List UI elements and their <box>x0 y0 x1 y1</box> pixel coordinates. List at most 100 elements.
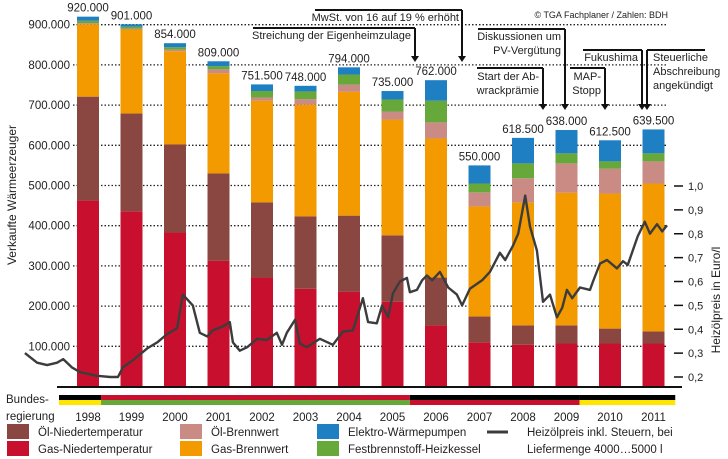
bar-segment <box>294 288 317 387</box>
government-label: Bundes- <box>6 394 49 406</box>
bar-segment <box>599 161 621 169</box>
oil-price-line <box>24 194 668 379</box>
x-tick-label: 2010 <box>597 412 623 424</box>
bar-segment <box>294 99 317 105</box>
bar-segment <box>425 100 447 123</box>
bar-segment <box>294 216 317 289</box>
bar-segment <box>164 47 186 50</box>
event-annotations: MwSt. von 16 auf 19 % erhöht Streichung d… <box>252 9 720 110</box>
y-tick-label: 300.000 <box>28 261 70 273</box>
annotation-text: MwSt. von 16 auf 19 % erhöht <box>312 12 459 24</box>
bar-segment <box>512 325 534 345</box>
bar-segment <box>338 91 360 216</box>
x-tick-label: 2011 <box>641 412 666 424</box>
bar-segment <box>555 130 578 154</box>
bar-segment <box>425 122 447 139</box>
legend-swatch <box>180 424 202 439</box>
bar-segment <box>164 43 186 48</box>
bar-segment <box>251 84 273 92</box>
y-tick-label: 100.000 <box>28 341 70 353</box>
bar-segment <box>77 24 99 97</box>
bar-segment <box>338 215 360 292</box>
y-tick-label: 700.000 <box>28 100 70 112</box>
annotation-text: PV-Vergütung <box>493 45 561 57</box>
bar-segment <box>381 99 404 112</box>
y-tick-label: 500.000 <box>28 181 70 193</box>
bar-segment <box>77 200 99 387</box>
bar-segment <box>642 129 665 154</box>
bar-total-label: 748.000 <box>285 72 327 84</box>
bar-segment <box>512 202 534 326</box>
legend-label: Festbrennstoff-Heizkessel <box>348 444 481 456</box>
legend-label: Öl-Niedertemperatur <box>38 427 143 439</box>
government-period-bottom <box>59 400 102 405</box>
y2-tick-label: 0,2 <box>688 372 703 384</box>
government-period-top <box>59 395 102 400</box>
bar-segment <box>468 342 491 387</box>
bar-segment <box>120 113 143 212</box>
bar-total-label: 638.000 <box>546 116 588 128</box>
x-tick-label: 2004 <box>336 412 362 424</box>
y2-tick-label: 0,3 <box>688 348 703 360</box>
bar-total-label: 612.500 <box>589 126 631 138</box>
y2-tick-label: 0,5 <box>688 300 703 312</box>
bar-segment <box>338 84 360 92</box>
x-tick-label: 2006 <box>423 412 449 424</box>
bar-total-label: 920.000 <box>67 3 109 15</box>
bar-segment <box>77 20 99 24</box>
y2-tick-label: 0,9 <box>688 205 703 217</box>
x-tick-label: 2005 <box>380 412 406 424</box>
x-tick-label: 2008 <box>510 412 536 424</box>
bar-segment <box>207 73 230 174</box>
y2-tick-label: 0,7 <box>688 253 703 265</box>
x-tick-label: 2002 <box>249 412 275 424</box>
oil-price-series <box>24 194 668 379</box>
bar-segment <box>468 206 491 317</box>
bar-segment <box>294 85 317 92</box>
stacked-bars <box>77 16 665 387</box>
bar-segment <box>468 316 491 343</box>
government-period-bottom <box>101 400 410 405</box>
bar-segment <box>381 111 404 120</box>
bar-segment <box>555 343 578 387</box>
bar-segment <box>77 96 99 201</box>
legend-label: Öl-Brennwert <box>211 427 280 439</box>
bar-segment <box>555 325 578 344</box>
bar-segment <box>381 301 404 387</box>
x-tick-label: 1999 <box>119 412 145 424</box>
bar-segment <box>120 24 143 27</box>
bar-total-label: 854.000 <box>154 29 196 41</box>
bar-segment <box>468 183 491 193</box>
bar-segment <box>642 331 665 344</box>
bar-segment <box>251 277 273 387</box>
bar-segment <box>207 61 230 67</box>
bar-segment <box>294 104 317 217</box>
legend-swatch <box>7 424 29 439</box>
bar-segment <box>512 344 534 387</box>
bar-total-label: 639.500 <box>633 115 675 127</box>
annotation-text: Start der Ab- <box>477 71 539 83</box>
bar-segment <box>251 97 273 101</box>
y-axis-right: 0,2 0,3 0,4 0,5 0,6 0,7 0,8 0,9 1,0 <box>674 181 703 384</box>
bar-segment <box>642 183 665 332</box>
bar-segment <box>120 29 143 114</box>
y2-tick-label: 0,4 <box>688 324 703 336</box>
legend-label: Gas-Niedertemperatur <box>38 444 153 456</box>
government-period-top <box>579 395 676 400</box>
y-tick-label: 600.000 <box>28 140 70 152</box>
x-axis-year-labels: 1998 1999 2000 2001 2002 2003 2004 2005 2006 2007… <box>75 412 666 424</box>
y-tick-label: 900.000 <box>28 20 70 32</box>
annotation-text: Diskussionen um <box>477 31 561 43</box>
bar-segment <box>294 91 317 100</box>
arrow-down-icon <box>561 104 569 110</box>
annotation-text: Streichung der Eigenheimzulage <box>252 30 411 42</box>
bar-segment <box>251 202 273 278</box>
bar-segment <box>338 74 360 85</box>
y2-tick-label: 1,0 <box>688 181 703 193</box>
bar-segment <box>468 192 491 207</box>
bar-segment <box>164 49 186 52</box>
y-axis-title: Verkaufte Wärmeerzeuger <box>5 125 19 265</box>
bar-segment <box>599 168 621 194</box>
